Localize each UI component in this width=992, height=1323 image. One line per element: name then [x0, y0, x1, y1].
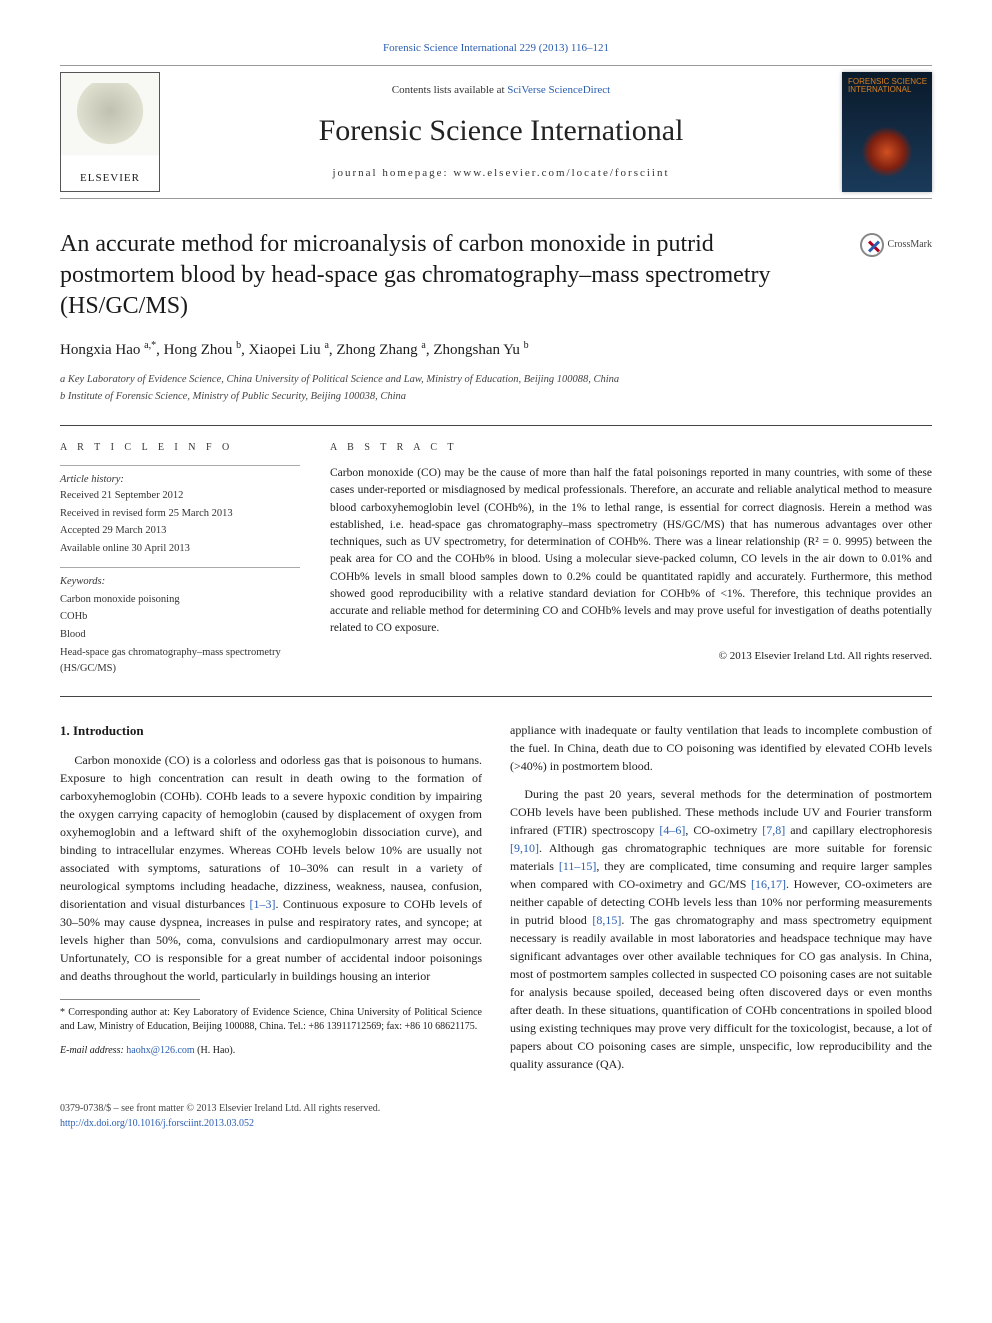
email-suffix: (H. Hao).: [197, 1045, 235, 1056]
affiliation: a Key Laboratory of Evidence Science, Ch…: [60, 372, 932, 388]
running-header: Forensic Science International 229 (2013…: [60, 40, 932, 57]
keywords-label: Keywords:: [60, 574, 300, 590]
body-two-columns: 1. Introduction Carbon monoxide (CO) is …: [60, 721, 932, 1083]
citation-ref[interactable]: [7,8]: [762, 823, 785, 837]
citation-ref[interactable]: [9,10]: [510, 841, 539, 855]
abstract-heading: A B S T R A C T: [330, 440, 932, 455]
keyword: COHb: [60, 609, 300, 625]
article-history-label: Article history:: [60, 465, 300, 488]
elsevier-tree-icon: [75, 83, 145, 153]
history-line: Available online 30 April 2013: [60, 541, 300, 557]
keyword: Head-space gas chromatography–mass spect…: [60, 645, 300, 677]
section-divider: [60, 696, 932, 697]
citation-ref[interactable]: [11–15]: [559, 859, 597, 873]
author-email-link[interactable]: haohx@126.com: [126, 1045, 194, 1056]
cover-spiral-icon: [857, 122, 917, 182]
abstract-copyright: © 2013 Elsevier Ireland Ltd. All rights …: [330, 648, 932, 665]
footnote-separator: [60, 999, 200, 1000]
running-header-link[interactable]: Forensic Science International 229 (2013…: [383, 42, 609, 54]
citation-ref[interactable]: [8,15]: [592, 913, 621, 927]
history-line: Received in revised form 25 March 2013: [60, 506, 300, 522]
article-info-heading: A R T I C L E I N F O: [60, 440, 300, 455]
journal-homepage-line: journal homepage: www.elsevier.com/locat…: [160, 165, 842, 182]
body-paragraph: During the past 20 years, several method…: [510, 785, 932, 1073]
doi-link[interactable]: http://dx.doi.org/10.1016/j.forsciint.20…: [60, 1118, 254, 1129]
history-line: Accepted 29 March 2013: [60, 523, 300, 539]
section-1-heading: 1. Introduction: [60, 721, 482, 741]
abstract-text: Carbon monoxide (CO) may be the cause of…: [330, 465, 932, 638]
citation-ref[interactable]: [1–3]: [249, 897, 275, 911]
email-line: E-mail address: haohx@126.com (H. Hao).: [60, 1044, 482, 1058]
history-line: Received 21 September 2012: [60, 488, 300, 504]
corresponding-author-note: * Corresponding author at: Key Laborator…: [60, 1006, 482, 1034]
crossmark-icon: [860, 233, 884, 257]
front-matter-text: 0379-0738/$ – see front matter © 2013 El…: [60, 1103, 380, 1114]
journal-cover-thumbnail: FORENSIC SCIENCE INTERNATIONAL: [842, 72, 932, 192]
citation-ref[interactable]: [16,17]: [751, 877, 786, 891]
contents-prefix: Contents lists available at: [392, 84, 507, 96]
author-list: Hongxia Hao a,*, Hong Zhou b, Xiaopei Li…: [60, 338, 932, 362]
crossmark-badge[interactable]: CrossMark: [860, 233, 932, 257]
article-title: An accurate method for microanalysis of …: [60, 229, 932, 323]
contents-available-line: Contents lists available at SciVerse Sci…: [160, 82, 842, 99]
journal-title: Forensic Science International: [160, 108, 842, 153]
abstract-column: A B S T R A C T Carbon monoxide (CO) may…: [330, 440, 932, 678]
keyword: Blood: [60, 627, 300, 643]
body-paragraph: appliance with inadequate or faulty vent…: [510, 721, 932, 775]
front-matter-line: 0379-0738/$ – see front matter © 2013 El…: [60, 1101, 932, 1131]
cover-thumb-text: FORENSIC SCIENCE INTERNATIONAL: [848, 78, 932, 96]
publisher-logo: ELSEVIER: [60, 72, 160, 192]
citation-ref[interactable]: [4–6]: [659, 823, 685, 837]
publisher-logo-text: ELSEVIER: [80, 170, 140, 187]
journal-masthead: ELSEVIER Contents lists available at Sci…: [60, 65, 932, 199]
body-paragraph: Carbon monoxide (CO) is a colorless and …: [60, 751, 482, 985]
keyword: Carbon monoxide poisoning: [60, 592, 300, 608]
email-label: E-mail address:: [60, 1045, 124, 1056]
sciencedirect-link[interactable]: SciVerse ScienceDirect: [507, 84, 610, 96]
article-info-column: A R T I C L E I N F O Article history: R…: [60, 440, 300, 678]
affiliation: b Institute of Forensic Science, Ministr…: [60, 389, 932, 405]
crossmark-label: CrossMark: [888, 237, 932, 252]
